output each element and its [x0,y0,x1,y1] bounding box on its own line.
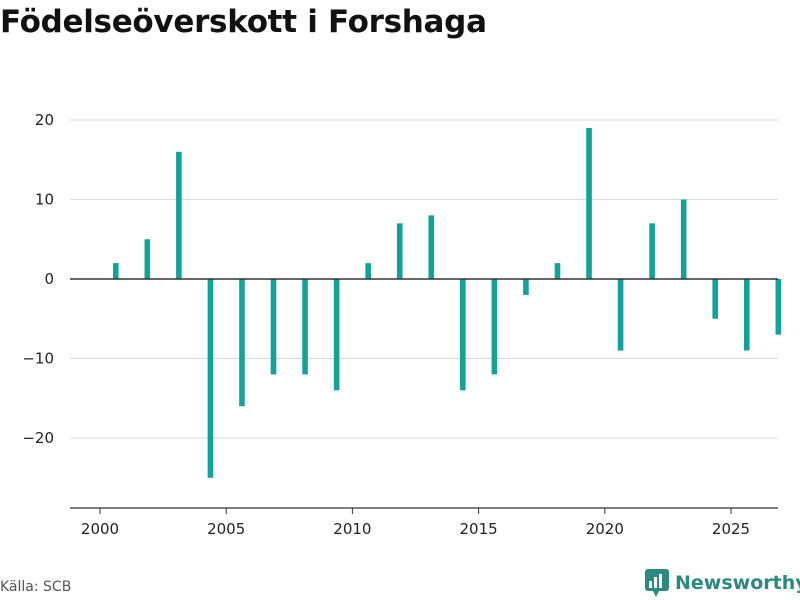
bar-series [112,127,782,478]
bar [365,263,371,279]
bar [712,279,719,319]
bar [207,279,214,478]
x-tick-label: 2005 [207,520,245,538]
bar [176,151,182,279]
chart-title: Födelseöverskott i Forshaga [0,4,487,40]
bar [523,279,529,295]
newsworthy-logo: Newsworthy [645,569,800,597]
x-tick-label: 2020 [586,520,624,538]
source-note: Källa: SCB [0,579,72,595]
bar [112,263,119,279]
bar [617,279,624,351]
gridlines [70,119,778,439]
y-tick-label: 0 [44,270,54,288]
y-tick-label: −10 [22,350,54,368]
bar [680,199,687,279]
bar [460,279,466,391]
bar [491,279,498,375]
bar [144,239,151,279]
tick-labels: −20 −10 0 10 20 2000 2005 2010 2015 2020 2025 [22,111,750,538]
bar-chart-logo-icon [645,569,669,597]
y-tick-label: −20 [22,429,54,447]
bar [775,279,782,335]
bar [586,127,592,279]
x-tick-label: 2015 [460,520,498,538]
bar [743,279,750,351]
brand-name: Newsworthy [675,572,800,594]
bar [270,279,277,375]
y-tick-label: 20 [35,111,54,129]
bar [333,279,340,391]
x-tick-label: 2000 [81,520,119,538]
x-tick-label: 2025 [712,520,750,538]
bar [554,263,561,279]
x-tick-label: 2010 [333,520,371,538]
bar [649,223,655,279]
bar [428,215,435,279]
bar [396,223,403,279]
axes [70,278,778,514]
bar [239,279,245,407]
y-tick-label: 10 [35,191,54,209]
bar [302,279,308,375]
